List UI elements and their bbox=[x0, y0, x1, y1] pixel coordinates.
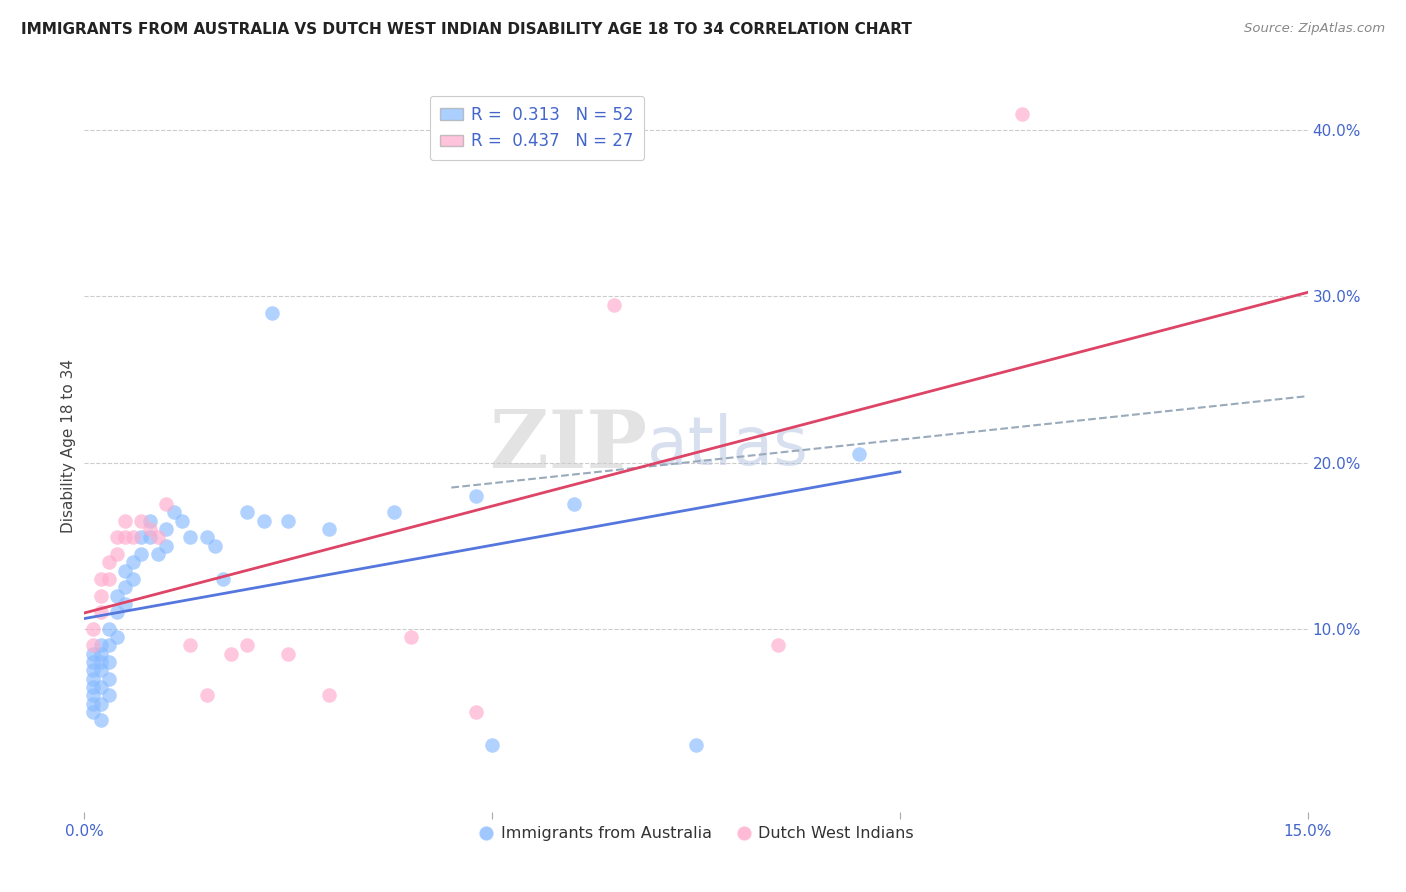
Point bbox=[685, 738, 707, 752]
Point bbox=[90, 589, 112, 603]
Point bbox=[122, 530, 145, 544]
Point bbox=[90, 714, 112, 728]
Point bbox=[318, 689, 340, 703]
Point bbox=[97, 689, 120, 703]
Point bbox=[82, 622, 104, 636]
Point bbox=[90, 639, 112, 653]
Text: atlas: atlas bbox=[647, 413, 808, 479]
Point bbox=[399, 630, 422, 644]
Text: ZIP: ZIP bbox=[491, 407, 647, 485]
Point bbox=[212, 572, 235, 586]
Text: IMMIGRANTS FROM AUSTRALIA VS DUTCH WEST INDIAN DISABILITY AGE 18 TO 34 CORRELATI: IMMIGRANTS FROM AUSTRALIA VS DUTCH WEST … bbox=[21, 22, 912, 37]
Point bbox=[97, 655, 120, 669]
Point bbox=[277, 647, 299, 661]
Point bbox=[172, 514, 194, 528]
Point bbox=[90, 605, 112, 619]
Point bbox=[253, 514, 276, 528]
Point bbox=[82, 680, 104, 694]
Point bbox=[155, 497, 177, 511]
Point bbox=[138, 514, 160, 528]
Point bbox=[155, 539, 177, 553]
Y-axis label: Disability Age 18 to 34: Disability Age 18 to 34 bbox=[60, 359, 76, 533]
Point bbox=[82, 672, 104, 686]
Point bbox=[277, 514, 299, 528]
Point bbox=[138, 522, 160, 536]
Point bbox=[195, 689, 218, 703]
Point bbox=[464, 489, 486, 503]
Point bbox=[97, 639, 120, 653]
Point bbox=[97, 622, 120, 636]
Legend: Immigrants from Australia, Dutch West Indians: Immigrants from Australia, Dutch West In… bbox=[472, 820, 920, 847]
Point bbox=[1011, 106, 1033, 120]
Point bbox=[90, 680, 112, 694]
Point bbox=[382, 506, 405, 520]
Point bbox=[114, 564, 136, 578]
Point bbox=[195, 530, 218, 544]
Point bbox=[562, 497, 585, 511]
Point bbox=[146, 530, 169, 544]
Point bbox=[260, 306, 283, 320]
Point bbox=[90, 572, 112, 586]
Point bbox=[82, 697, 104, 711]
Point bbox=[318, 522, 340, 536]
Point bbox=[105, 547, 128, 561]
Point bbox=[105, 630, 128, 644]
Point bbox=[105, 605, 128, 619]
Point bbox=[97, 555, 120, 569]
Point bbox=[105, 589, 128, 603]
Point bbox=[179, 530, 201, 544]
Point bbox=[155, 522, 177, 536]
Point bbox=[122, 555, 145, 569]
Point bbox=[90, 697, 112, 711]
Point bbox=[114, 580, 136, 594]
Point bbox=[82, 664, 104, 678]
Point bbox=[138, 530, 160, 544]
Point bbox=[146, 547, 169, 561]
Point bbox=[481, 738, 503, 752]
Point bbox=[82, 655, 104, 669]
Point bbox=[179, 639, 201, 653]
Point bbox=[848, 447, 870, 461]
Point bbox=[204, 539, 226, 553]
Point bbox=[82, 647, 104, 661]
Point bbox=[122, 572, 145, 586]
Point bbox=[236, 639, 259, 653]
Point bbox=[82, 689, 104, 703]
Point bbox=[114, 514, 136, 528]
Point bbox=[90, 655, 112, 669]
Point bbox=[766, 639, 789, 653]
Point bbox=[90, 647, 112, 661]
Point bbox=[82, 639, 104, 653]
Point bbox=[131, 514, 153, 528]
Point bbox=[603, 298, 626, 312]
Point bbox=[97, 572, 120, 586]
Point bbox=[114, 597, 136, 611]
Text: Source: ZipAtlas.com: Source: ZipAtlas.com bbox=[1244, 22, 1385, 36]
Point bbox=[82, 705, 104, 719]
Point bbox=[131, 547, 153, 561]
Point bbox=[105, 530, 128, 544]
Point bbox=[464, 705, 486, 719]
Point bbox=[97, 672, 120, 686]
Point bbox=[114, 530, 136, 544]
Point bbox=[90, 664, 112, 678]
Point bbox=[163, 506, 186, 520]
Point bbox=[236, 506, 259, 520]
Point bbox=[219, 647, 242, 661]
Point bbox=[131, 530, 153, 544]
